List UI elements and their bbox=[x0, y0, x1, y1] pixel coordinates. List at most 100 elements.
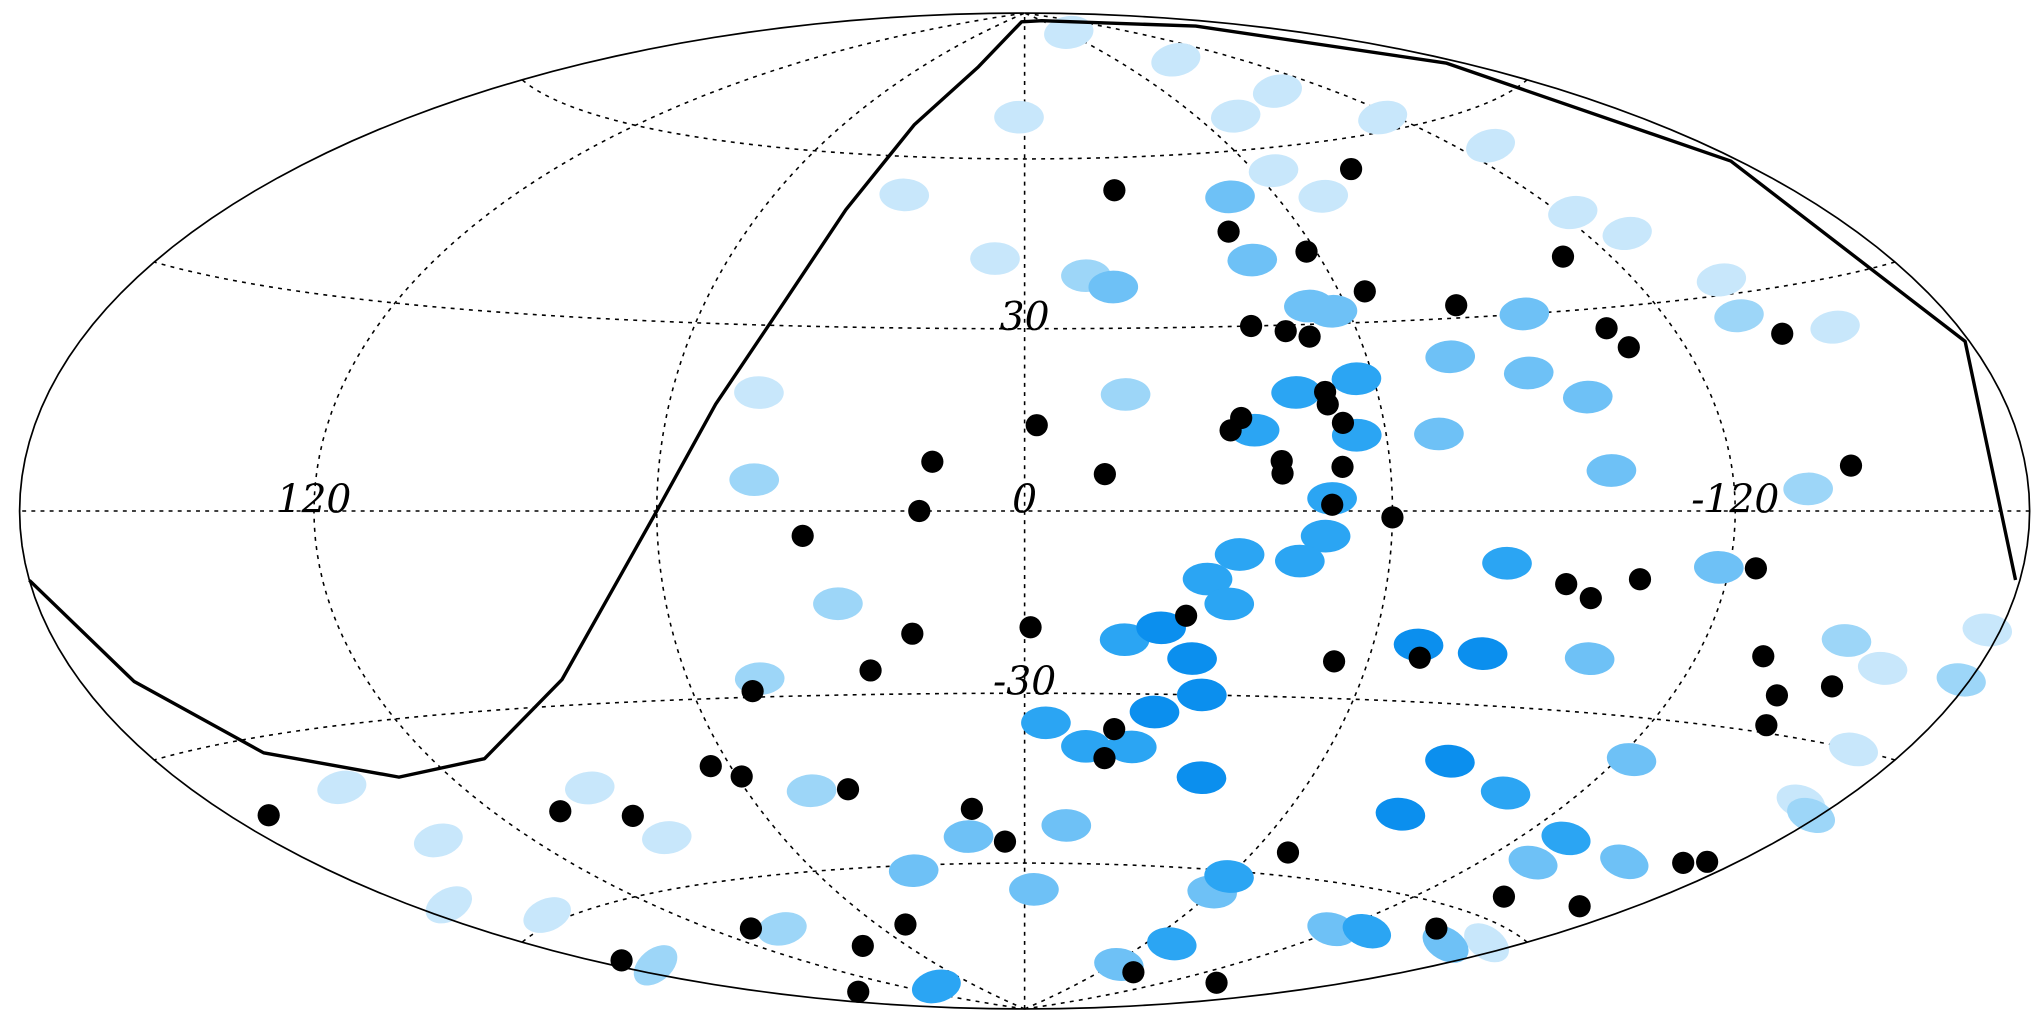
region bbox=[1182, 562, 1233, 596]
point bbox=[1205, 971, 1228, 994]
region bbox=[1414, 417, 1464, 451]
point bbox=[921, 450, 944, 473]
region bbox=[911, 969, 961, 1004]
region bbox=[813, 587, 863, 621]
x-tick-label: 120 bbox=[277, 477, 352, 522]
point bbox=[1339, 157, 1363, 181]
region bbox=[565, 771, 615, 805]
curve bbox=[28, 19, 2018, 779]
region bbox=[1307, 912, 1357, 947]
point bbox=[1752, 645, 1775, 668]
region bbox=[1694, 551, 1744, 584]
point bbox=[908, 499, 931, 523]
region bbox=[1177, 678, 1227, 712]
region bbox=[1009, 873, 1059, 906]
region bbox=[1300, 519, 1351, 553]
point bbox=[1555, 573, 1578, 596]
point bbox=[730, 765, 753, 788]
region bbox=[1298, 179, 1349, 213]
region bbox=[994, 100, 1044, 134]
region bbox=[1176, 761, 1227, 795]
point bbox=[1274, 320, 1297, 343]
point bbox=[1019, 616, 1042, 639]
region bbox=[1600, 844, 1649, 880]
region bbox=[1499, 297, 1550, 331]
region bbox=[1342, 913, 1392, 949]
point bbox=[1568, 895, 1591, 918]
point bbox=[960, 797, 983, 821]
region bbox=[888, 854, 939, 888]
marks bbox=[317, 15, 2013, 1004]
point bbox=[1217, 220, 1240, 243]
region bbox=[1696, 263, 1747, 297]
region bbox=[1393, 628, 1444, 662]
point bbox=[1122, 961, 1145, 984]
point bbox=[610, 949, 633, 972]
region bbox=[1541, 821, 1591, 856]
region bbox=[1857, 651, 1908, 685]
point bbox=[901, 622, 924, 645]
point bbox=[1321, 493, 1344, 516]
region bbox=[1425, 340, 1476, 374]
point bbox=[1239, 314, 1263, 338]
point bbox=[1353, 280, 1376, 303]
region bbox=[1548, 195, 1598, 230]
region bbox=[642, 821, 692, 855]
region bbox=[970, 242, 1020, 275]
region bbox=[1044, 15, 1094, 49]
region bbox=[1100, 378, 1151, 411]
point bbox=[257, 804, 280, 827]
region bbox=[1503, 356, 1554, 390]
region bbox=[1714, 299, 1764, 333]
region bbox=[1375, 797, 1426, 831]
point bbox=[894, 913, 917, 936]
point bbox=[1628, 568, 1652, 591]
point bbox=[1771, 322, 1794, 345]
point bbox=[1744, 557, 1768, 580]
region bbox=[1783, 472, 1833, 506]
point bbox=[791, 524, 814, 547]
region bbox=[1962, 613, 2013, 647]
point bbox=[1103, 718, 1126, 741]
point bbox=[1103, 179, 1126, 202]
y-tick-label: -30 bbox=[993, 660, 1056, 705]
region bbox=[1151, 43, 1201, 77]
map-boundary bbox=[18, 12, 1025, 1010]
point bbox=[1579, 587, 1602, 610]
x-tick-label: -120 bbox=[1691, 477, 1779, 522]
region bbox=[1252, 74, 1302, 108]
point bbox=[847, 980, 870, 1003]
frame bbox=[18, 12, 2031, 1010]
region bbox=[633, 945, 678, 986]
region bbox=[1147, 927, 1197, 961]
point bbox=[549, 800, 572, 823]
region bbox=[1564, 642, 1615, 676]
point bbox=[699, 754, 722, 778]
region bbox=[1204, 587, 1255, 621]
point bbox=[851, 934, 874, 958]
region bbox=[1508, 845, 1558, 880]
point bbox=[1492, 885, 1516, 908]
point bbox=[1331, 411, 1355, 434]
region bbox=[1821, 624, 1872, 657]
point bbox=[1425, 917, 1448, 940]
region bbox=[425, 886, 473, 924]
x-tick-label: 0 bbox=[1012, 477, 1037, 522]
point bbox=[1672, 851, 1695, 874]
region bbox=[1466, 128, 1516, 163]
region bbox=[1271, 376, 1321, 409]
region bbox=[1214, 538, 1265, 571]
region bbox=[1480, 776, 1531, 810]
region bbox=[1136, 611, 1186, 645]
point bbox=[1322, 650, 1346, 673]
region bbox=[1457, 637, 1508, 670]
point bbox=[621, 804, 644, 827]
point bbox=[1839, 454, 1863, 477]
point bbox=[1276, 841, 1300, 864]
region bbox=[1787, 797, 1836, 834]
point bbox=[836, 778, 860, 801]
point bbox=[1445, 294, 1468, 317]
y-tick-label: 30 bbox=[1000, 295, 1050, 340]
